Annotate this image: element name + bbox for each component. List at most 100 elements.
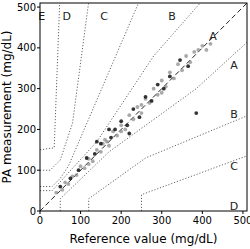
point	[186, 64, 190, 68]
point	[115, 134, 119, 138]
zone-boundary	[40, 3, 215, 191]
zone-label: A	[230, 59, 238, 72]
point	[109, 136, 113, 140]
point	[172, 77, 176, 81]
point	[69, 176, 73, 180]
point	[131, 107, 135, 111]
point	[138, 115, 142, 119]
y-tick	[37, 7, 40, 8]
zone-boundary	[60, 27, 247, 211]
y-tick-label: 500	[17, 2, 36, 13]
point	[107, 128, 111, 132]
point	[194, 111, 198, 115]
point	[156, 93, 160, 97]
point	[93, 152, 97, 156]
x-tick	[202, 211, 203, 214]
point	[168, 70, 172, 74]
point	[91, 159, 95, 163]
point	[63, 181, 67, 185]
y-tick-label: 100	[17, 165, 36, 176]
point	[95, 140, 99, 144]
y-axis-label: PA measurement (mg/dL)	[0, 30, 14, 183]
point	[123, 128, 127, 132]
series	[58, 58, 198, 188]
x-tick-label: 0	[37, 215, 43, 226]
zone-label: B	[230, 108, 238, 121]
identity-line	[40, 3, 247, 211]
zone-label: C	[230, 160, 238, 173]
point	[127, 113, 131, 117]
x-tick	[242, 211, 243, 214]
x-axis-label: Reference value (mg/dL)	[70, 232, 218, 246]
x-tick-label: 200	[112, 215, 131, 226]
y-tick-label: 0	[30, 206, 36, 217]
point	[188, 60, 192, 64]
x-tick-label: 500	[233, 215, 250, 226]
zone-boundary	[89, 109, 247, 211]
zone-boundary	[40, 3, 91, 170]
point	[67, 182, 71, 186]
point	[75, 173, 79, 177]
point	[156, 83, 160, 87]
zone-label: D	[63, 10, 71, 23]
plot-area	[40, 3, 247, 211]
point	[140, 111, 144, 115]
point	[150, 99, 154, 103]
chart: EDCBAABCD0100200300400500010020030040050…	[0, 0, 250, 249]
x-tick-label: 300	[152, 215, 171, 226]
point	[54, 191, 58, 195]
x-tick	[121, 211, 122, 214]
point	[140, 103, 144, 107]
point	[125, 123, 129, 127]
point	[168, 75, 172, 79]
point	[113, 128, 117, 132]
frame	[40, 3, 247, 211]
y-tick	[37, 47, 40, 48]
y-tick	[37, 88, 40, 89]
point	[85, 156, 89, 160]
x-tick-label: 100	[71, 215, 90, 226]
x-tick	[161, 211, 162, 214]
point	[83, 166, 87, 170]
y-tick-label: 300	[17, 83, 36, 94]
point	[205, 48, 209, 52]
point	[95, 148, 99, 152]
point	[160, 91, 164, 95]
point	[178, 58, 182, 62]
point	[152, 87, 156, 91]
point	[160, 79, 164, 83]
point	[60, 188, 64, 192]
x-tick	[80, 211, 81, 214]
zone-boundary	[40, 3, 60, 150]
point	[103, 138, 107, 142]
point	[119, 130, 123, 134]
point	[77, 168, 81, 172]
y-tick-label: 400	[17, 42, 36, 53]
point	[119, 119, 123, 123]
point	[107, 144, 111, 148]
point	[192, 50, 196, 54]
y-tick	[37, 129, 40, 130]
point	[99, 142, 103, 146]
zone-label: C	[100, 10, 108, 23]
point	[58, 185, 62, 189]
point	[176, 62, 180, 66]
point	[180, 68, 184, 72]
point	[131, 117, 135, 121]
point	[144, 95, 148, 99]
y-tick	[37, 211, 40, 212]
zone-label: B	[168, 10, 176, 23]
point	[200, 44, 204, 48]
zone-boundary	[40, 3, 146, 187]
point	[184, 54, 188, 58]
zone-label: E	[38, 10, 45, 23]
point	[196, 48, 200, 52]
point	[162, 87, 166, 91]
point	[119, 123, 123, 127]
y-tick	[37, 170, 40, 171]
point	[136, 105, 140, 109]
zone-label: A	[209, 30, 217, 43]
y-tick-label: 200	[17, 124, 36, 135]
point	[127, 132, 131, 136]
point	[99, 150, 103, 154]
